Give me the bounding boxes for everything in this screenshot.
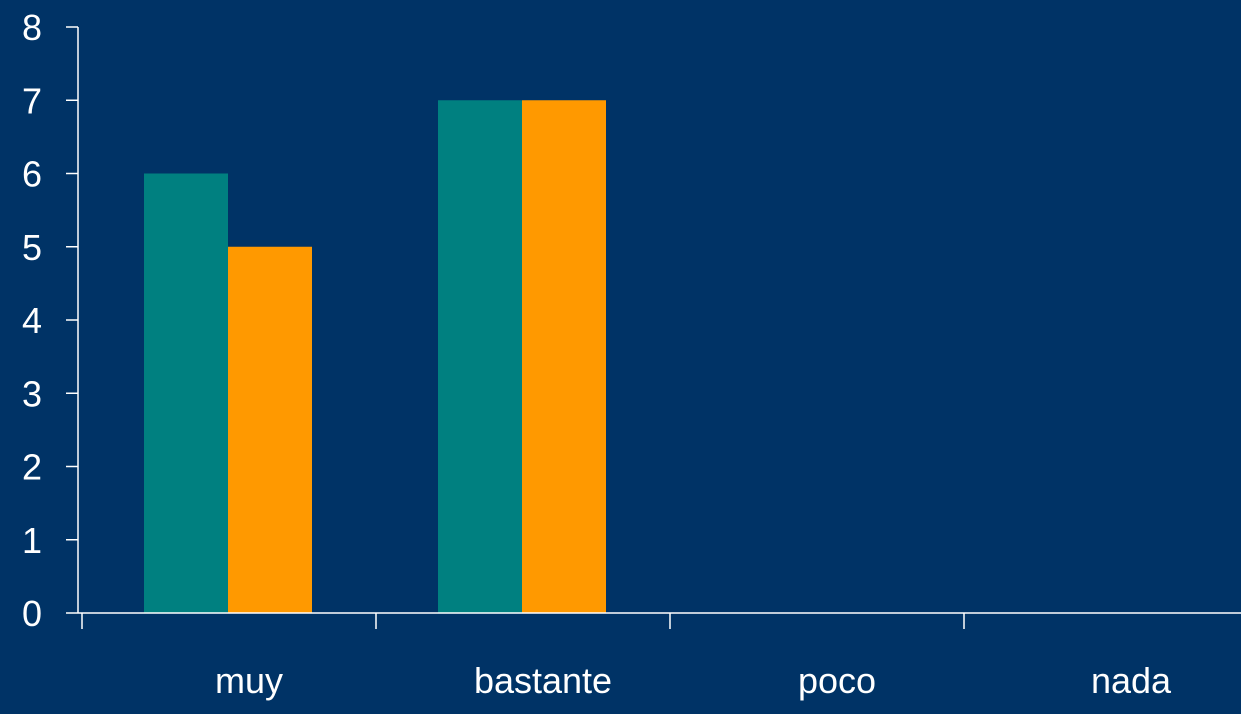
y-tick-label: 8 (22, 7, 42, 48)
y-tick-label: 1 (22, 520, 42, 561)
y-tick-label: 3 (22, 373, 42, 414)
y-tick-label: 2 (22, 447, 42, 488)
x-category-label-muy: muy (215, 660, 283, 701)
y-tick-label: 0 (22, 593, 42, 634)
bar-muy-series-2 (228, 246, 312, 613)
bars-group (144, 100, 606, 613)
y-tick-label: 7 (22, 80, 42, 121)
y-tick-label: 5 (22, 227, 42, 268)
bar-muy-series-1 (144, 173, 228, 613)
bar-bastante-series-1 (438, 100, 522, 613)
x-category-label-poco: poco (798, 660, 876, 701)
axes-group (66, 26, 1241, 629)
bar-bastante-series-2 (522, 100, 606, 613)
x-category-label-bastante: bastante (474, 660, 612, 701)
y-tick-label: 4 (22, 300, 42, 341)
labels-group: 0 1 2 3 4 5 6 7 8 muy bastante poco nada (22, 7, 1172, 701)
y-tick-label: 6 (22, 154, 42, 195)
x-category-label-nada: nada (1091, 660, 1172, 701)
